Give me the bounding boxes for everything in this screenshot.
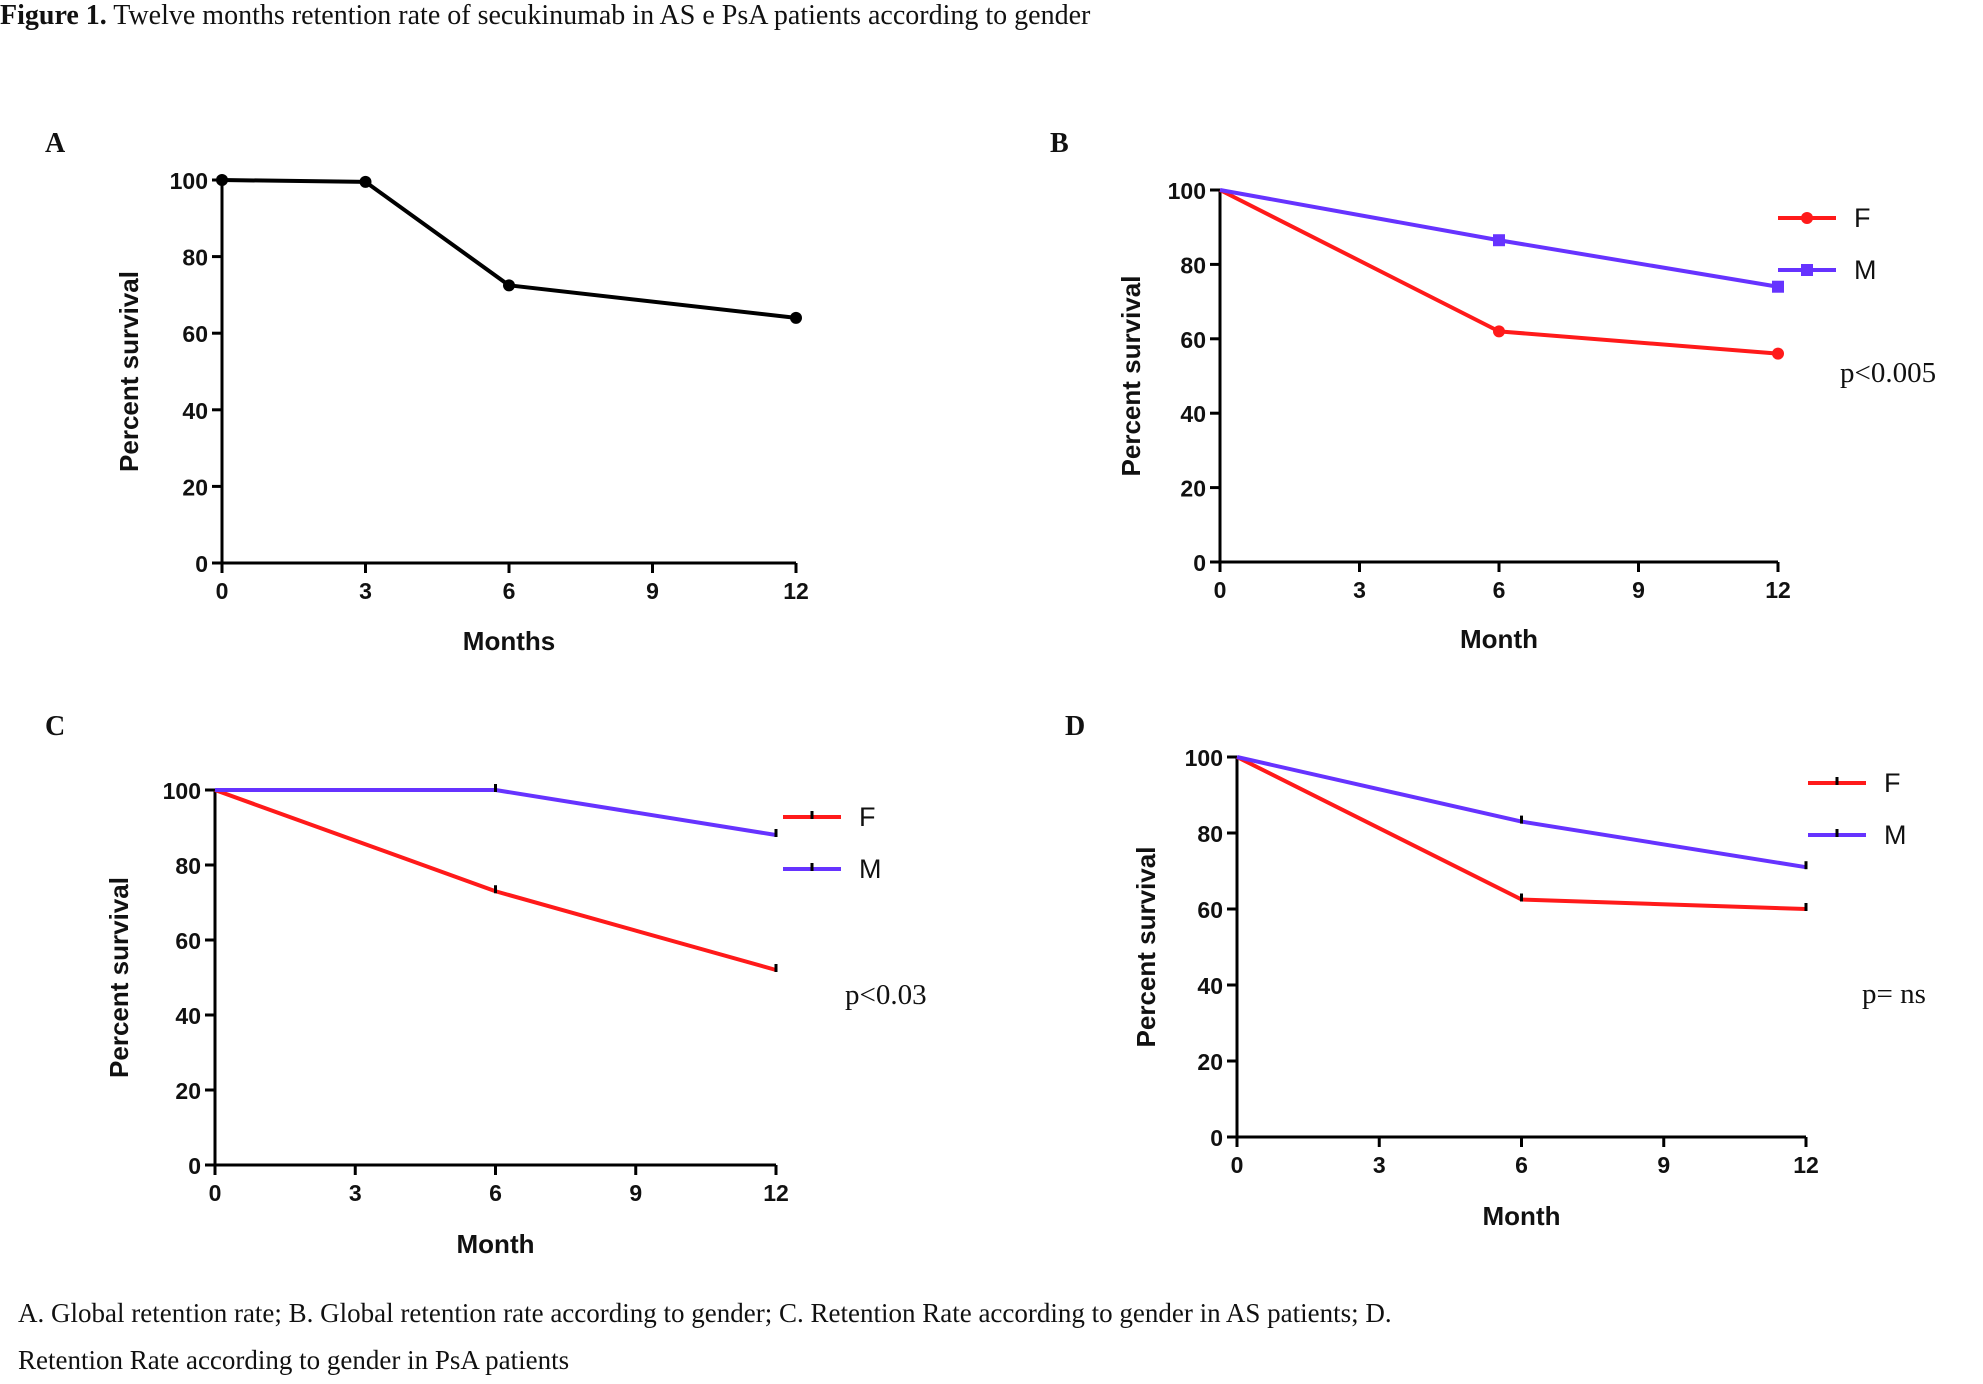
panel-d-letter: D — [1065, 711, 1085, 742]
panel-b-y-tick-label: 20 — [1180, 476, 1206, 502]
panel-c-x-axis-label: Month — [457, 1229, 535, 1259]
figure-title-text: Twelve months retention rate of secukinu… — [106, 0, 1091, 31]
panel-c-y-tick-label: 0 — [188, 1153, 201, 1179]
figure-caption-line-1: A. Global retention rate; B. Global rete… — [18, 1298, 1392, 1328]
panel-c-x-tick-label: 3 — [349, 1180, 362, 1206]
panel-b-p-value: p<0.005 — [1840, 357, 1936, 389]
panel-b-x-tick-label: 6 — [1493, 577, 1506, 603]
panel-c-x-tick-label: 12 — [763, 1180, 789, 1206]
panel-a-series-all-point — [216, 174, 228, 186]
panel-c-x-tick-label: 6 — [489, 1180, 502, 1206]
panel-b-series-f-point — [1493, 325, 1505, 338]
panel-b-x-tick-label: 9 — [1632, 577, 1645, 603]
panel-c-series-f-line — [214, 788, 777, 972]
panel-c-y-tick-label: 40 — [175, 1003, 201, 1029]
panel-a-y-tick-label: 0 — [195, 551, 208, 577]
figure-title-label: Figure 1. — [0, 0, 107, 31]
panel-b-legend-f-marker — [1801, 212, 1813, 224]
panel-b-x-axis-label: Month — [1460, 624, 1538, 654]
panel-d-y-axis-label: Percent survival — [1131, 847, 1161, 1048]
panel-c-x-tick-label: 9 — [629, 1180, 642, 1206]
panel-d-y-tick-label: 20 — [1197, 1049, 1223, 1075]
panel-b-y-tick-label: 80 — [1180, 252, 1206, 278]
panel-b-y-tick-label: 0 — [1193, 550, 1206, 576]
panel-b-series-m-point — [1493, 234, 1505, 247]
panel-a-y-tick-label: 80 — [182, 245, 208, 271]
panel-b-legend-m-marker — [1801, 264, 1813, 276]
panel-a-x-tick-label: 9 — [646, 578, 659, 604]
panel-a-y-tick-label: 60 — [182, 321, 208, 347]
panel-a-x-tick-label: 6 — [503, 578, 516, 604]
figure-caption-line-2: Retention Rate according to gender in Ps… — [18, 1345, 570, 1375]
panel-d-x-tick-label: 6 — [1515, 1152, 1528, 1178]
panel-d-legend-m-label: M — [1884, 820, 1907, 850]
panel-b-x-tick-label: 12 — [1765, 577, 1791, 603]
panel-c-letter: C — [45, 711, 65, 742]
panel-d-series-f-line — [1236, 755, 1807, 911]
panel-a-x-tick-label: 3 — [359, 578, 372, 604]
figure-title: Figure 1. Twelve months retention rate o… — [0, 0, 1090, 32]
panel-d-x-tick-label: 0 — [1231, 1152, 1244, 1178]
panel-c-x-tick-label: 0 — [209, 1180, 222, 1206]
panel-b-series-m-point — [1772, 280, 1784, 293]
panel-a-x-tick-label: 0 — [216, 578, 229, 604]
panel-b-y-tick-label: 40 — [1180, 401, 1206, 427]
panel-b-legend-m-label: M — [1854, 255, 1877, 285]
panel-a-x-tick-label: 12 — [783, 578, 809, 604]
panel-b-y-axis-label: Percent survival — [1116, 276, 1146, 477]
panel-a-series-all-point — [790, 311, 802, 324]
panel-a-y-axis-label: Percent survival — [114, 271, 144, 472]
panel-b-x-tick-label: 0 — [1214, 577, 1227, 603]
panel-d-y-tick-label: 60 — [1197, 897, 1223, 923]
panel-d-y-tick-label: 80 — [1197, 821, 1223, 847]
panel-d-y-tick-label: 100 — [1185, 745, 1223, 771]
panel-c-y-tick-label: 60 — [175, 928, 201, 954]
panel-c-y-tick-label: 20 — [175, 1078, 201, 1104]
panel-d-x-tick-label: 3 — [1373, 1152, 1386, 1178]
panel-d-y-tick-label: 40 — [1197, 973, 1223, 999]
panel-d-y-tick-label: 0 — [1210, 1125, 1223, 1151]
panel-a-series-all-line — [221, 178, 797, 320]
panel-c-y-axis-label: Percent survival — [104, 877, 134, 1078]
panel-c-series-m-line — [215, 788, 777, 837]
panel-a-y-tick-label: 100 — [170, 168, 208, 194]
panel-c-p-value: p<0.03 — [845, 979, 927, 1011]
panel-a-x-axis-label: Months — [463, 626, 555, 656]
panel-b-y-tick-label: 100 — [1168, 178, 1206, 204]
panel-d-p-value: p= ns — [1862, 978, 1926, 1010]
panel-a-y-tick-label: 20 — [182, 474, 208, 500]
panel-a-series-all-point — [359, 175, 372, 188]
panel-b-y-tick-label: 60 — [1180, 327, 1206, 353]
panel-c-y-tick-label: 100 — [163, 778, 201, 804]
panel-d-x-tick-label: 12 — [1793, 1152, 1819, 1178]
panel-b-legend-f-label: F — [1854, 203, 1871, 233]
panel-c-y-tick-label: 80 — [175, 853, 201, 879]
panel-d-x-tick-label: 9 — [1657, 1152, 1670, 1178]
panel-a-series-all-point — [503, 279, 515, 292]
panel-d-x-axis-label: Month — [1483, 1201, 1561, 1231]
panel-d-legend-f-label: F — [1884, 768, 1901, 798]
panel-b-x-tick-label: 3 — [1353, 577, 1366, 603]
panel-b-series-f-point — [1772, 347, 1784, 360]
panel-c-legend-f-label: F — [859, 802, 876, 832]
panel-d-series-m-line — [1236, 755, 1807, 870]
panel-a-y-tick-label: 40 — [182, 398, 208, 424]
panel-a-letter: A — [45, 128, 66, 159]
panel-b-letter: B — [1050, 128, 1069, 159]
panel-c-legend-m-label: M — [859, 854, 882, 884]
